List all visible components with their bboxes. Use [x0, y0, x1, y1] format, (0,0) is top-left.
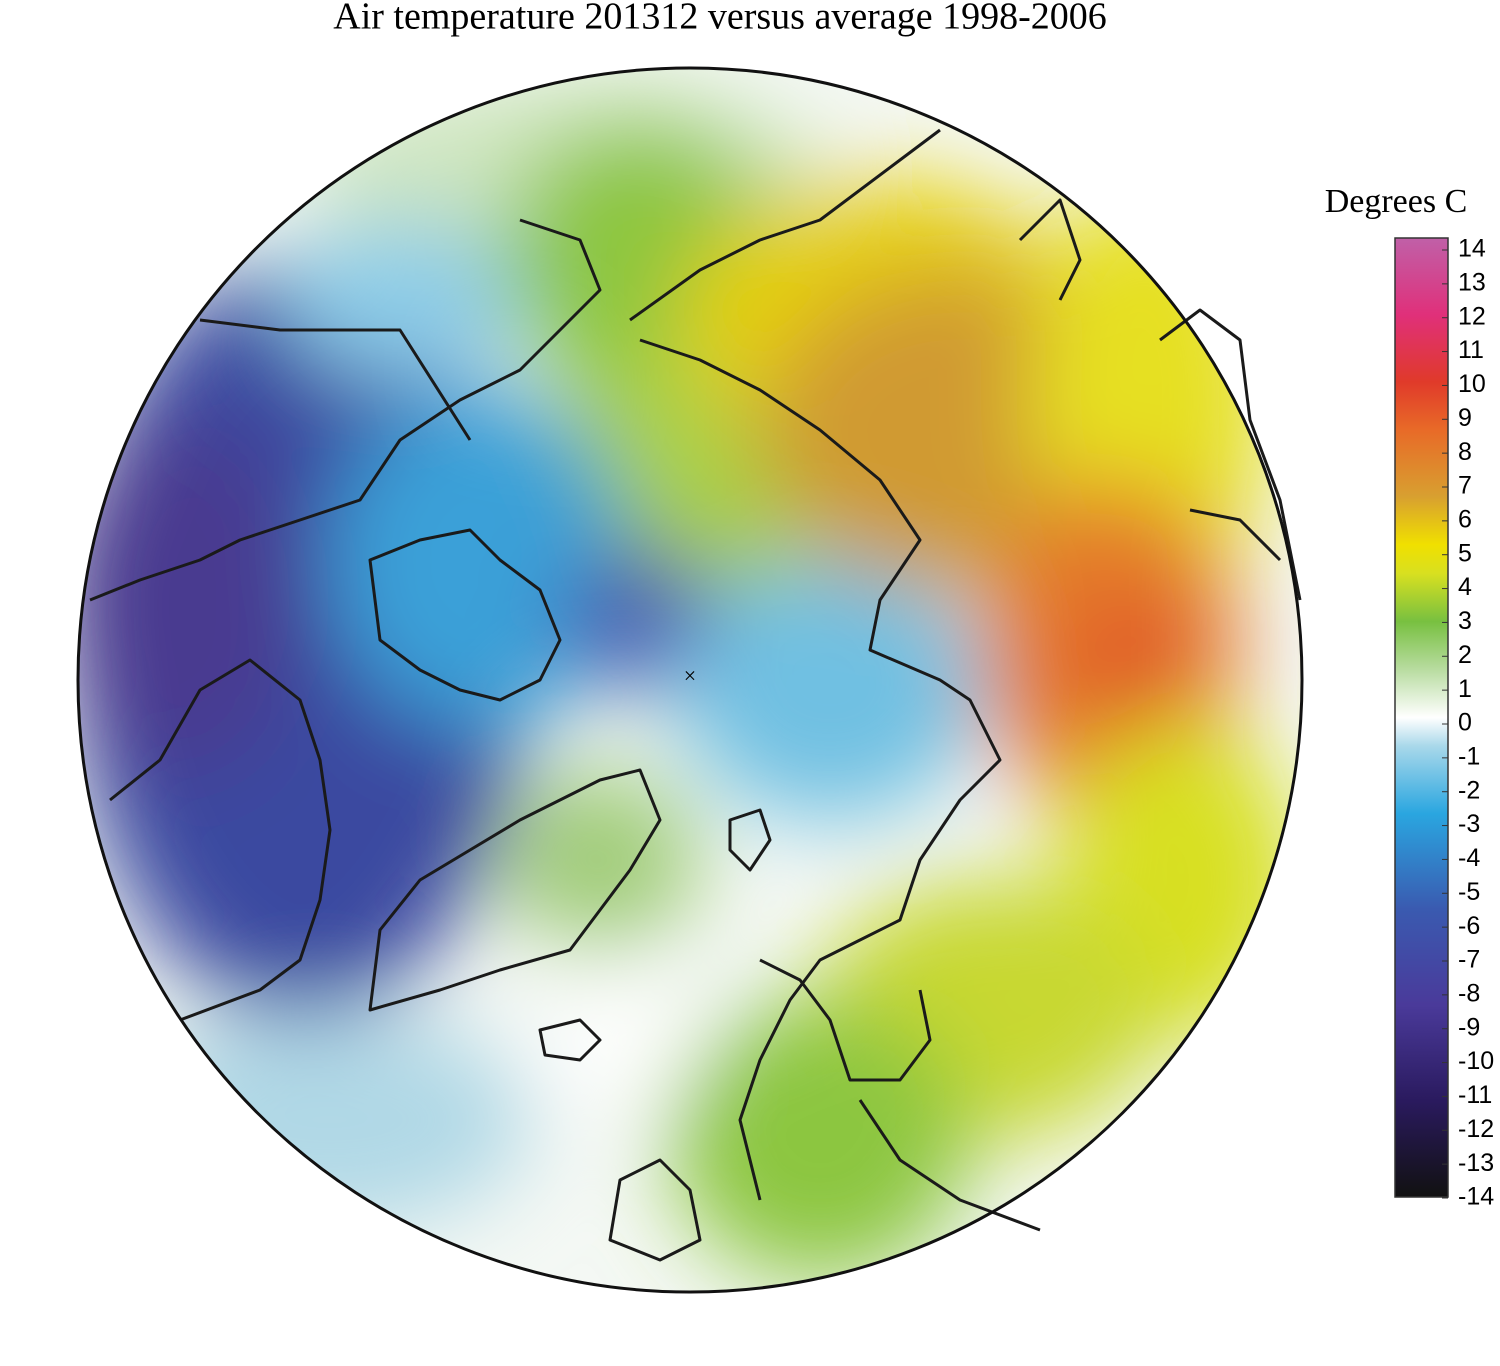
colorbar-tick-label: 4: [1458, 573, 1472, 601]
colorbar-tick-label: -5: [1458, 878, 1480, 906]
colorbar-tick-label: 12: [1458, 302, 1486, 330]
map-title: Air temperature 201312 versus average 19…: [333, 0, 1106, 38]
coastlines: [89, 128, 1302, 1262]
colorbar-tick-label: -4: [1458, 844, 1480, 872]
anomaly-blobs: [78, 80, 1300, 1280]
north-america-coast: [89, 218, 602, 602]
colorbar-tick-label: -1: [1458, 742, 1480, 770]
colorbar-tick-label: -8: [1458, 979, 1480, 1007]
colorbar-label: Degrees C: [1325, 183, 1468, 220]
russia-east-coast: [1018, 198, 1302, 601]
colorbar-tick-label: -13: [1458, 1149, 1494, 1177]
greenland-coast: [368, 768, 662, 1012]
uk-coast: [608, 1158, 702, 1262]
temperature-field: [78, 68, 1302, 1292]
colorbar-tick-label: -11: [1458, 1081, 1492, 1109]
canada-coast: [109, 658, 332, 1022]
colorbar-tick-label: -12: [1458, 1115, 1494, 1143]
colorbar-tick-label: 14: [1458, 235, 1486, 263]
svalbard-coast: [728, 808, 772, 872]
colorbar-tick-label: -6: [1458, 912, 1480, 940]
colorbar-tick-label: 7: [1458, 472, 1472, 500]
colorbar-tick-label: 6: [1458, 505, 1472, 533]
colorbar-tick-label: 13: [1458, 268, 1486, 296]
scandinavia-coast: [759, 958, 1041, 1232]
colorbar-tick-label: 5: [1458, 539, 1472, 567]
colorbar-tick-label: 0: [1458, 709, 1472, 737]
colorbar-tick-label: 2: [1458, 641, 1472, 669]
colorbar-tick-label: 1: [1458, 675, 1472, 703]
archipelago-coast: [368, 528, 562, 702]
pole-marker: ×: [684, 663, 696, 688]
colorbar-tick-label: -10: [1458, 1047, 1494, 1075]
colorbar-tick-label: 3: [1458, 607, 1472, 635]
colorbar-tick-label: 9: [1458, 404, 1472, 432]
eurasia-coast: [629, 128, 1002, 1201]
colorbar-tick-label: -7: [1458, 946, 1480, 974]
colorbar-tick-label: -14: [1458, 1183, 1494, 1211]
colorbar: [1394, 237, 1449, 1198]
colorbar-tick-label: -9: [1458, 1013, 1480, 1041]
colorbar-tick-label: -3: [1458, 810, 1480, 838]
colorbar-tick-label: -2: [1458, 776, 1480, 804]
map-border: [76, 66, 1304, 1294]
iceland-coast: [538, 1018, 602, 1062]
colorbar-tick-label: 11: [1458, 336, 1484, 364]
colorbar-tick-label: 10: [1458, 370, 1486, 398]
colorbar-tick-label: 8: [1458, 438, 1472, 466]
